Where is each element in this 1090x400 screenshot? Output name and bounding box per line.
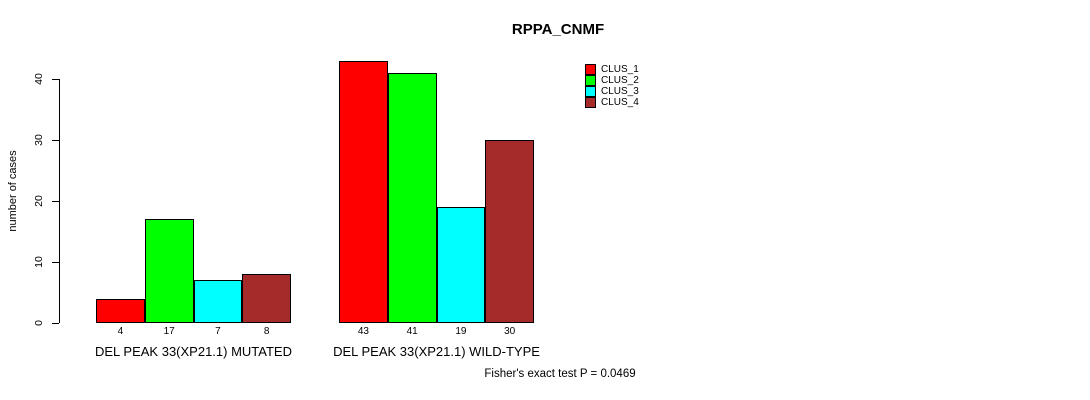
- y-tick-label: 20: [33, 195, 45, 207]
- bar: [339, 60, 388, 323]
- group-label: DEL PEAK 33(XP21.1) MUTATED: [95, 344, 292, 359]
- y-axis-label: number of cases: [7, 150, 19, 232]
- y-tick: [52, 323, 59, 324]
- y-tick: [52, 201, 59, 202]
- legend-swatch: [585, 64, 596, 75]
- bar: [387, 72, 437, 323]
- legend-swatch: [585, 75, 596, 86]
- y-tick-label: 0: [33, 320, 45, 326]
- legend-item: CLUS_2: [585, 75, 639, 86]
- legend-item: CLUS_3: [585, 86, 639, 97]
- bar-value-label: 30: [504, 326, 516, 337]
- footnote: Fisher's exact test P = 0.0469: [484, 368, 636, 380]
- bar: [436, 207, 486, 323]
- y-tick: [52, 79, 59, 80]
- bar-value-label: 7: [215, 326, 221, 337]
- legend-label: CLUS_4: [601, 97, 639, 108]
- bar-value-label: 4: [117, 326, 124, 337]
- legend-swatch: [585, 86, 596, 97]
- bar-value-label: 8: [263, 326, 270, 337]
- bar-value-label: 43: [357, 326, 369, 337]
- legend-swatch: [585, 97, 596, 108]
- y-tick-label: 40: [33, 73, 45, 85]
- legend-label: CLUS_1: [601, 64, 639, 75]
- bar-value-label: 19: [455, 326, 467, 337]
- y-tick-label: 10: [33, 256, 45, 268]
- y-tick: [52, 262, 59, 263]
- group-label: DEL PEAK 33(XP21.1) WILD-TYPE: [333, 344, 540, 359]
- bar: [193, 280, 243, 323]
- legend: CLUS_1 CLUS_2 CLUS_3 CLUS_4: [585, 64, 639, 108]
- y-tick-label: 30: [33, 134, 45, 146]
- legend-item: CLUS_4: [585, 97, 639, 108]
- legend-label: CLUS_2: [601, 75, 639, 86]
- legend-label: CLUS_3: [601, 86, 639, 97]
- bar: [242, 274, 291, 323]
- bar: [144, 219, 194, 323]
- y-axis-line: [59, 79, 60, 323]
- bar: [485, 140, 534, 323]
- bar-value-label: 17: [163, 326, 175, 337]
- chart-title: RPPA_CNMF: [511, 21, 605, 38]
- bar: [96, 298, 145, 323]
- y-tick: [52, 140, 59, 141]
- legend-item: CLUS_1: [585, 64, 639, 75]
- bar-value-label: 41: [406, 326, 418, 337]
